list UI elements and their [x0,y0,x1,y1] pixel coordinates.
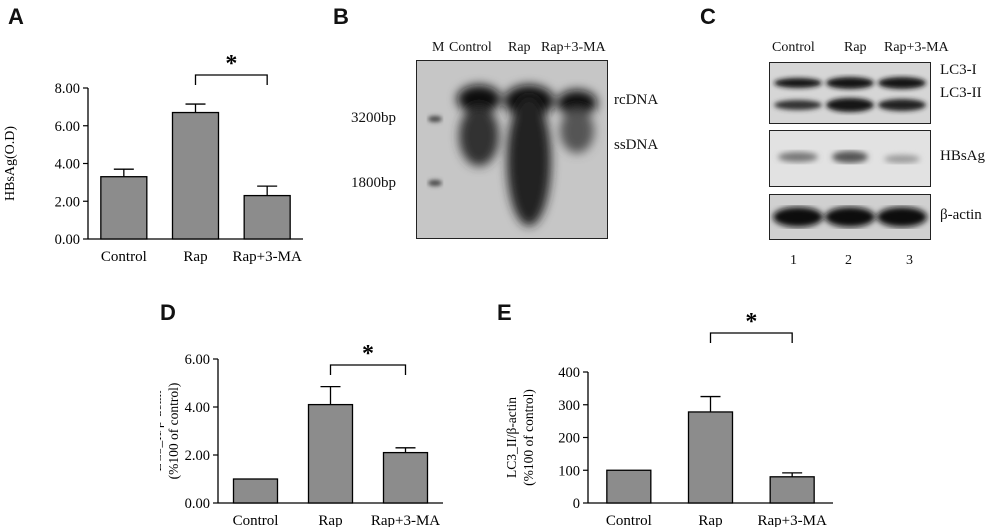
chart-a-bar [171,111,220,240]
label-beta-actin: β-actin [940,207,982,223]
chart-a-ytick-label: 4.00 [55,157,80,173]
marker-3200: 3200bp [351,110,396,126]
chart-d-ytick-label: 2.00 [185,448,210,464]
chart-e-significance-bracket [709,332,793,343]
band-rcdna: rcDNA [614,92,659,108]
gel-bands [417,61,607,238]
chart-d-bar [382,451,429,504]
chart-e-ylabel: LC3_II/β-actin [504,397,519,478]
blot-hbsag [769,130,931,187]
chart-e-bar [606,469,652,504]
chart-e-ylabel2: (%100 of control) [521,389,536,486]
blot-c-lane-rap3ma: Rap+3-MA [884,40,949,55]
panel-letter-a: A [8,4,24,29]
panel-letter-c: C [700,4,716,29]
lane-number-1: 1 [790,253,797,268]
blot-b-lane-rap: Rap [508,40,531,55]
blot-b-lane-m: M [432,40,445,55]
chart-a-category-label: Rap+3-MA [233,249,302,265]
blot-lc3 [769,62,931,124]
blot-c-lane-rap: Rap [844,40,867,55]
chart-e-ytick-label: 300 [558,398,580,414]
band-ssdna: ssDNA [614,137,659,153]
chart-a-ytick-label: 6.00 [55,119,80,135]
chart-a-bar [100,176,148,240]
chart-a-significance-bracket [194,74,268,85]
chart-d-category-label: Control [233,513,279,527]
label-lc3-ii: LC3-II [940,85,982,101]
blot-b-lane-rap3ma: Rap+3-MA [541,40,606,55]
panel-letter-e: E [497,300,512,325]
blot-b-lane-control: Control [449,40,492,55]
chart-d-ytick-label: 0.00 [185,496,210,512]
chart-a-category-label: Rap [183,249,207,265]
chart-e-category-label: Rap+3-MA [758,513,827,527]
chart-e-category-label: Control [606,513,652,527]
chart-a: 0.00 2.00 4.00 6.00 8.00 HBsAg(O.D) Control Rap… [3,51,303,265]
blot-actin [769,194,931,240]
chart-e-bar [769,476,815,504]
chart-d-ylabel: LC3_II/β-actin [160,390,164,471]
chart-d: 0.00 2.00 4.00 6.00 LC3_II/β-actin (%100 of c… [160,341,443,527]
chart-e-ytick-label: 0 [573,496,580,512]
lane-number-3: 3 [906,253,913,268]
chart-e-ytick-label: 100 [558,463,580,479]
chart-a-significance-star: * [225,51,237,77]
chart-d-category-label: Rap+3-MA [371,513,440,527]
chart-e-ytick-label: 400 [558,365,580,381]
label-hbsag: HBsAg [940,148,986,164]
chart-e: 0 100 200 300 400 LC3_II/β-actin (%100 of cont… [504,309,833,527]
lane-number-2: 2 [845,253,852,268]
chart-d-ytick-label: 6.00 [185,352,210,368]
panel-letter-b: B [333,4,349,29]
chart-a-ytick-label: 0.00 [55,232,80,248]
chart-d-ytick-label: 4.00 [185,400,210,416]
blot-c-lane-control: Control [772,40,815,55]
chart-e-bar [687,411,734,504]
marker-1800: 1800bp [351,175,396,191]
chart-a-bar [243,194,291,240]
chart-d-significance-bracket [329,364,407,375]
chart-e-ytick-label: 200 [558,431,580,447]
chart-d-bar [307,403,354,504]
chart-a-ytick-label: 8.00 [55,81,80,97]
chart-e-category-label: Rap [698,513,722,527]
gel-image [416,60,608,239]
chart-d-category-label: Rap [318,513,342,527]
chart-a-ytick-label: 2.00 [55,194,80,210]
chart-a-ylabel: HBsAg(O.D) [3,126,18,201]
chart-d-ylabel2: (%100 of control) [166,383,181,480]
chart-e-significance-star: * [745,309,757,335]
chart-d-bar [232,478,279,504]
panel-letter-d: D [160,300,176,325]
chart-a-category-label: Control [101,249,147,265]
chart-d-significance-star: * [362,341,374,367]
label-lc3-i: LC3-I [940,62,977,78]
